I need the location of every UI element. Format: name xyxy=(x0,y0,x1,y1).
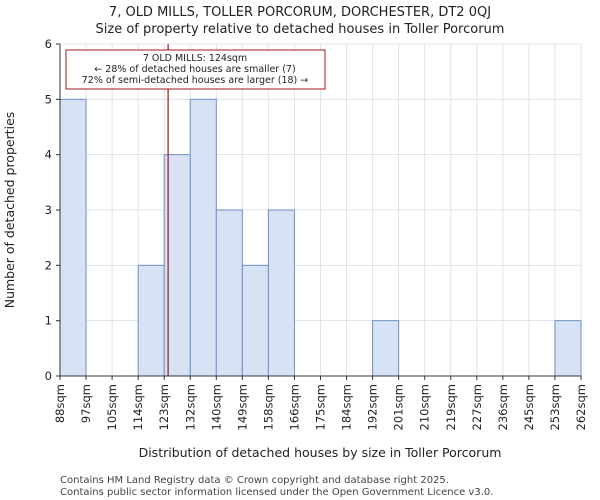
x-tick-label: 201sqm xyxy=(392,384,406,430)
bars xyxy=(59,98,582,377)
y-tick-label: 2 xyxy=(45,258,52,272)
footer-line-1: Contains HM Land Registry data © Crown c… xyxy=(60,475,449,486)
y-tick-label: 5 xyxy=(45,92,52,106)
x-tick-label: 149sqm xyxy=(235,384,249,430)
x-tick-labels: 88sqm 97sqm 105sqm 114sqm 123sqm 132sqm 140sqm… xyxy=(53,376,588,430)
y-tick-label: 1 xyxy=(45,314,52,328)
y-tick-labels: 0 1 2 3 4 5 6 xyxy=(45,37,60,383)
x-tick-label: 97sqm xyxy=(79,384,93,423)
y-tick-label: 0 xyxy=(45,369,52,383)
x-tick-label: 105sqm xyxy=(105,384,119,430)
x-tick-label: 123sqm xyxy=(157,384,171,430)
annotation-line-1: 7 OLD MILLS: 124sqm xyxy=(143,53,247,64)
chart-subtitle: Size of property relative to detached ho… xyxy=(96,22,505,37)
x-tick-label: 210sqm xyxy=(418,384,432,430)
x-tick-label: 227sqm xyxy=(470,384,484,430)
bar-132sqm xyxy=(189,98,217,377)
y-axis-title: Number of detached properties xyxy=(2,112,17,309)
bar-158sqm xyxy=(267,209,295,377)
x-tick-label: 262sqm xyxy=(574,384,588,430)
x-tick-label: 236sqm xyxy=(496,384,510,430)
x-tick-label: 88sqm xyxy=(53,384,67,423)
x-tick-label: 184sqm xyxy=(340,384,354,430)
bar-88sqm xyxy=(59,98,87,377)
x-tick-label: 245sqm xyxy=(522,384,536,430)
x-tick-label: 158sqm xyxy=(261,384,275,430)
bar-149sqm xyxy=(241,264,269,377)
annotation-line-3: 72% of semi-detached houses are larger (… xyxy=(82,75,309,86)
bar-114sqm xyxy=(137,264,165,377)
x-tick-label: 140sqm xyxy=(209,384,223,430)
footer-line-2: Contains public sector information licen… xyxy=(60,487,493,498)
bar-253sqm xyxy=(554,320,582,377)
x-tick-label: 132sqm xyxy=(183,384,197,430)
bar-192sqm xyxy=(372,320,400,377)
annotation-line-2: ← 28% of detached houses are smaller (7) xyxy=(94,64,295,75)
bar-140sqm xyxy=(215,209,243,377)
y-tick-label: 6 xyxy=(45,37,52,51)
y-tick-label: 4 xyxy=(45,148,52,162)
x-tick-label: 192sqm xyxy=(366,384,380,430)
property-marker: 7 OLD MILLS: 124sqm← 28% of detached hou… xyxy=(65,44,326,376)
x-tick-label: 219sqm xyxy=(444,384,458,430)
y-tick-label: 3 xyxy=(45,203,52,217)
x-tick-label: 114sqm xyxy=(131,384,145,430)
x-tick-label: 166sqm xyxy=(287,384,301,430)
x-axis-title: Distribution of detached houses by size … xyxy=(139,445,502,460)
x-tick-label: 253sqm xyxy=(548,384,562,430)
chart-title: 7, OLD MILLS, TOLLER PORCORUM, DORCHESTE… xyxy=(109,5,491,20)
x-tick-label: 175sqm xyxy=(314,384,328,430)
annotation-box xyxy=(65,49,326,90)
